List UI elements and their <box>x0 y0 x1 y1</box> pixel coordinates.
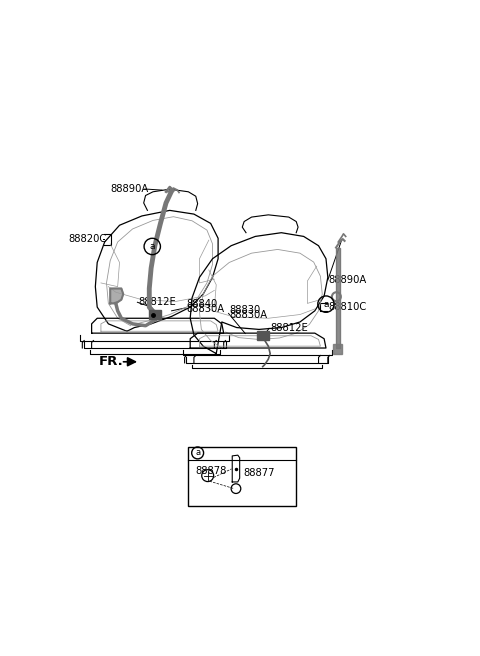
Bar <box>188 447 296 506</box>
Text: 88878: 88878 <box>195 466 227 476</box>
Bar <box>149 310 161 319</box>
Text: 88830A: 88830A <box>229 310 267 319</box>
Polygon shape <box>334 344 342 354</box>
Text: a: a <box>149 242 155 251</box>
Text: 88812E: 88812E <box>138 297 176 307</box>
Text: 88877: 88877 <box>243 468 275 478</box>
Text: 88830A: 88830A <box>186 304 225 314</box>
Text: 88812E: 88812E <box>270 323 308 333</box>
Text: 88840: 88840 <box>186 300 218 310</box>
Text: a: a <box>195 449 200 457</box>
Text: 88820C: 88820C <box>68 234 107 244</box>
Text: a: a <box>323 300 329 308</box>
Text: 88810C: 88810C <box>329 302 367 312</box>
Text: 88890A: 88890A <box>329 275 367 285</box>
Text: FR.: FR. <box>99 356 124 368</box>
Bar <box>257 331 269 340</box>
Polygon shape <box>336 247 340 348</box>
Polygon shape <box>110 289 123 303</box>
Text: 88890A: 88890A <box>110 184 148 194</box>
Text: 88830: 88830 <box>229 304 261 315</box>
